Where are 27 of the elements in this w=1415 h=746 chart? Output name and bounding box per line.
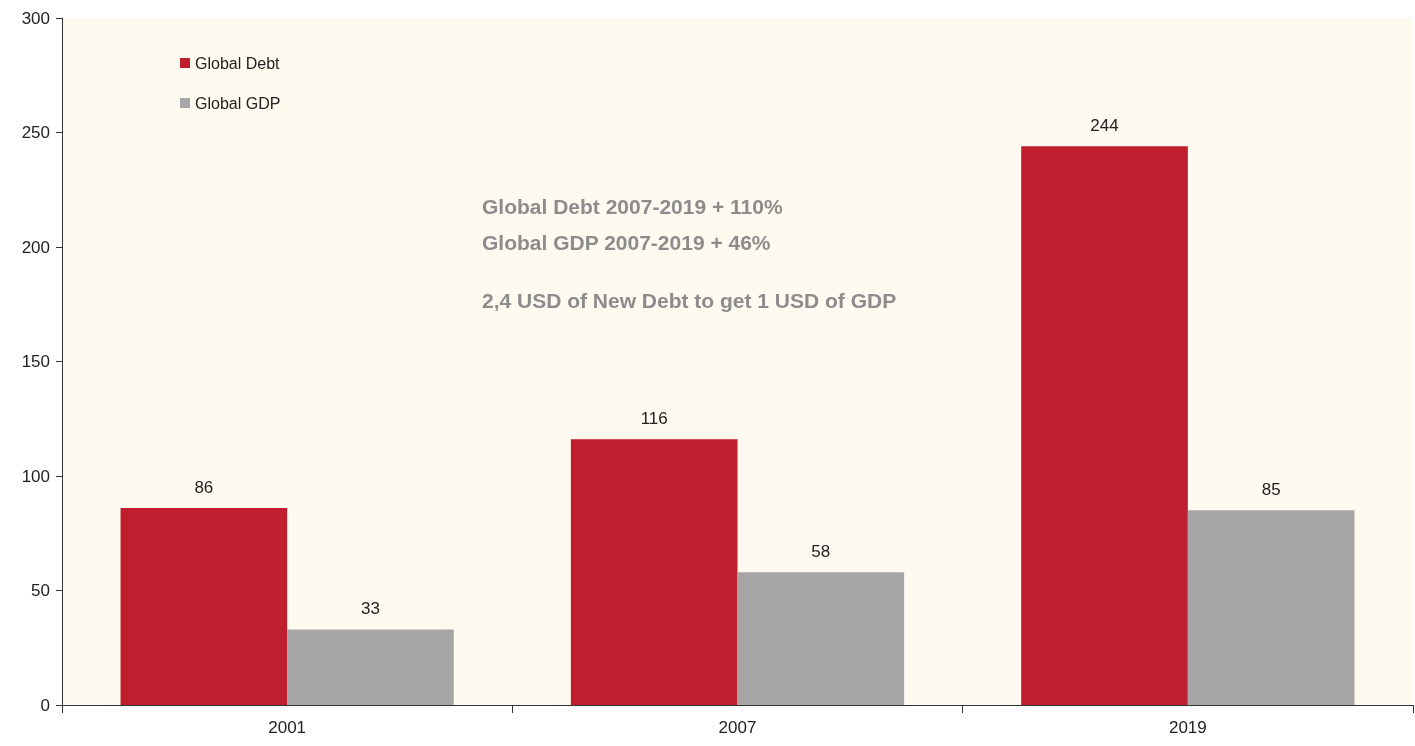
data-label: 86 (194, 478, 214, 498)
y-tick-label: 0 (40, 695, 50, 715)
annotation: 2,4 USD of New Debt to get 1 USD of GDP (482, 289, 897, 312)
bar (1021, 146, 1188, 705)
y-tick-label: 250 (21, 123, 50, 142)
y-tick-label: 150 (21, 352, 50, 371)
bar (737, 572, 905, 705)
data-label: 85 (1261, 480, 1281, 500)
legend-label: Global GDP (195, 94, 281, 112)
bar (120, 508, 288, 705)
data-label: 244 (1090, 116, 1119, 136)
annotation: Global Debt 2007-2019 + 110% (482, 195, 783, 218)
x-tick-label: 2001 (268, 718, 307, 737)
bar (287, 629, 454, 705)
data-label: 33 (361, 599, 380, 619)
x-tick-label: 2019 (1168, 718, 1207, 737)
bar (570, 439, 738, 705)
data-label: 58 (811, 542, 831, 562)
data-label: 116 (640, 409, 668, 429)
y-tick-label: 200 (21, 237, 50, 257)
y-tick-label: 300 (21, 8, 50, 28)
annotation: Global GDP 2007-2019 + 46% (482, 231, 771, 254)
y-tick-label: 100 (21, 466, 50, 486)
legend-label: Global Debt (195, 54, 281, 72)
x-tick-label: 2007 (718, 718, 757, 737)
bar (1187, 510, 1355, 705)
y-tick-label: 50 (31, 581, 50, 600)
